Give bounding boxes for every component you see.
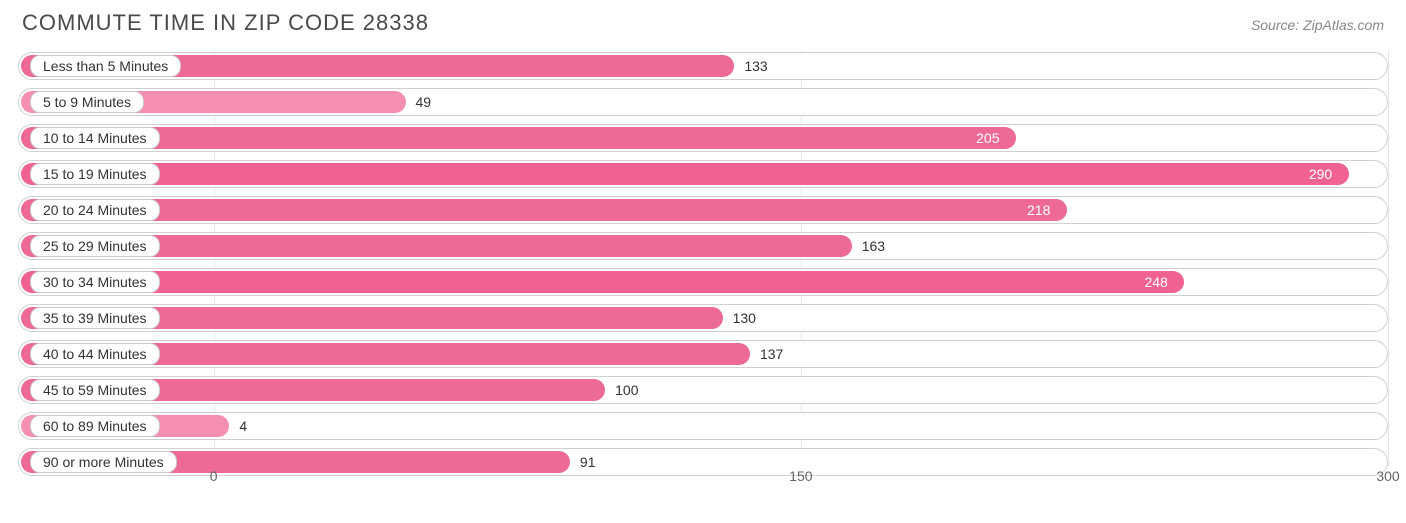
axis-tick: 0 xyxy=(210,468,218,484)
category-label: 35 to 39 Minutes xyxy=(30,307,160,329)
gridline xyxy=(1388,50,1389,466)
chart-header: COMMUTE TIME IN ZIP CODE 28338 Source: Z… xyxy=(18,10,1388,36)
value-label: 91 xyxy=(580,454,596,470)
table-row: 40 to 44 Minutes 137 xyxy=(18,338,1388,370)
table-row: Less than 5 Minutes 133 xyxy=(18,50,1388,82)
value-label: 137 xyxy=(760,346,783,362)
category-label: 25 to 29 Minutes xyxy=(30,235,160,257)
chart-title: COMMUTE TIME IN ZIP CODE 28338 xyxy=(22,10,429,36)
table-row: 20 to 24 Minutes 218 xyxy=(18,194,1388,226)
plot-area: Less than 5 Minutes1335 to 9 Minutes4910… xyxy=(18,50,1388,490)
axis-tick: 300 xyxy=(1376,468,1399,484)
category-label: 5 to 9 Minutes xyxy=(30,91,144,113)
table-row: 15 to 19 Minutes 290 xyxy=(18,158,1388,190)
bars-container: Less than 5 Minutes1335 to 9 Minutes4910… xyxy=(18,50,1388,490)
x-axis: 0150300 xyxy=(18,466,1388,490)
table-row: 30 to 34 Minutes 248 xyxy=(18,266,1388,298)
table-row: 5 to 9 Minutes 49 xyxy=(18,86,1388,118)
category-label: 30 to 34 Minutes xyxy=(30,271,160,293)
table-row: 10 to 14 Minutes 205 xyxy=(18,122,1388,154)
category-label: 10 to 14 Minutes xyxy=(30,127,160,149)
value-label: 133 xyxy=(744,58,767,74)
bar-fill xyxy=(21,127,1016,149)
category-label: 40 to 44 Minutes xyxy=(30,343,160,365)
bar-fill xyxy=(21,163,1349,185)
category-label: Less than 5 Minutes xyxy=(30,55,181,77)
value-label: 205 xyxy=(976,130,999,146)
table-row: 25 to 29 Minutes 163 xyxy=(18,230,1388,262)
value-label: 248 xyxy=(1144,274,1167,290)
table-row: 35 to 39 Minutes 130 xyxy=(18,302,1388,334)
value-label: 49 xyxy=(416,94,432,110)
category-label: 20 to 24 Minutes xyxy=(30,199,160,221)
category-label: 60 to 89 Minutes xyxy=(30,415,160,437)
axis-tick: 150 xyxy=(789,468,812,484)
value-label: 290 xyxy=(1309,166,1332,182)
category-label: 45 to 59 Minutes xyxy=(30,379,160,401)
bar-fill xyxy=(21,199,1067,221)
value-label: 100 xyxy=(615,382,638,398)
chart-source: Source: ZipAtlas.com xyxy=(1251,17,1384,33)
table-row: 45 to 59 Minutes 100 xyxy=(18,374,1388,406)
table-row: 60 to 89 Minutes 4 xyxy=(18,410,1388,442)
commute-time-chart: COMMUTE TIME IN ZIP CODE 28338 Source: Z… xyxy=(0,0,1406,523)
value-label: 4 xyxy=(239,418,247,434)
value-label: 163 xyxy=(862,238,885,254)
category-label: 90 or more Minutes xyxy=(30,451,177,473)
value-label: 130 xyxy=(733,310,756,326)
value-label: 218 xyxy=(1027,202,1050,218)
category-label: 15 to 19 Minutes xyxy=(30,163,160,185)
bar-fill xyxy=(21,271,1184,293)
